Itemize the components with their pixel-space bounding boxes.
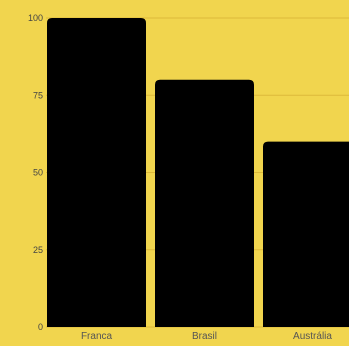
bar-austrália [263, 141, 349, 327]
bars [47, 18, 349, 327]
bar-brasil [155, 79, 254, 327]
y-tick-label: 25 [33, 245, 43, 255]
x-tick-label: Franca [81, 331, 113, 341]
y-tick-label: 0 [38, 322, 43, 332]
x-tick-label: Brasil [192, 331, 217, 341]
bar-franca [47, 18, 146, 327]
y-tick-label: 100 [28, 13, 43, 23]
x-axis-ticks: Franca Brasil Austrália [81, 331, 332, 342]
x-tick-label: Austrália [293, 331, 332, 341]
y-axis-ticks: 0 25 50 75 100 [28, 13, 43, 332]
y-tick-label: 50 [33, 168, 43, 178]
y-tick-label: 75 [33, 90, 43, 100]
